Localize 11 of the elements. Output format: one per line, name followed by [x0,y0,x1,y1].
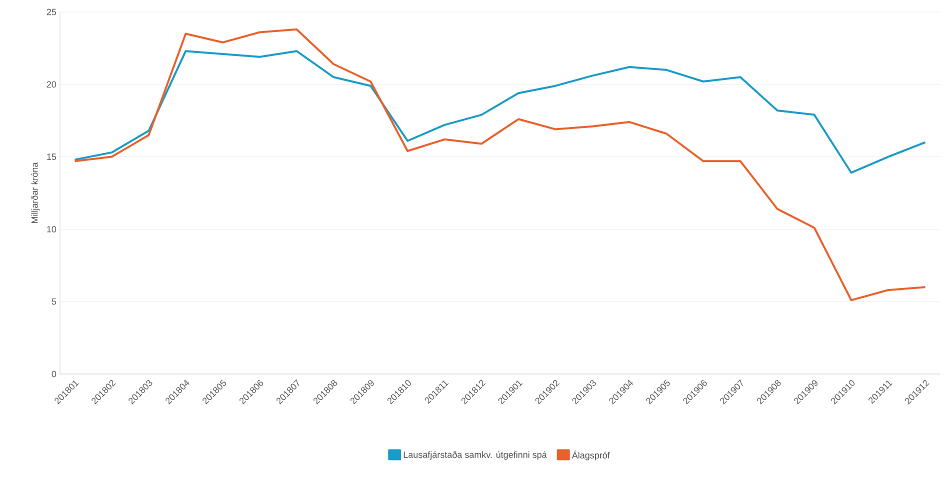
y-tick-label: 10 [47,226,56,232]
y-tick-label: 5 [52,298,56,305]
legend-label: Lausafjárstaða samkv. útgefinni spá [404,451,547,460]
y-tick-label: 15 [47,154,56,160]
line-series [74,28,926,302]
y-tick-label: 25 [46,8,56,16]
y-tick-label: 20 [46,81,56,88]
y-axis-title: Milljarðar króna [31,162,40,224]
y-tick-label: 0 [52,370,56,378]
legend-label: Álagspróf [572,450,610,460]
line-series [74,50,926,174]
